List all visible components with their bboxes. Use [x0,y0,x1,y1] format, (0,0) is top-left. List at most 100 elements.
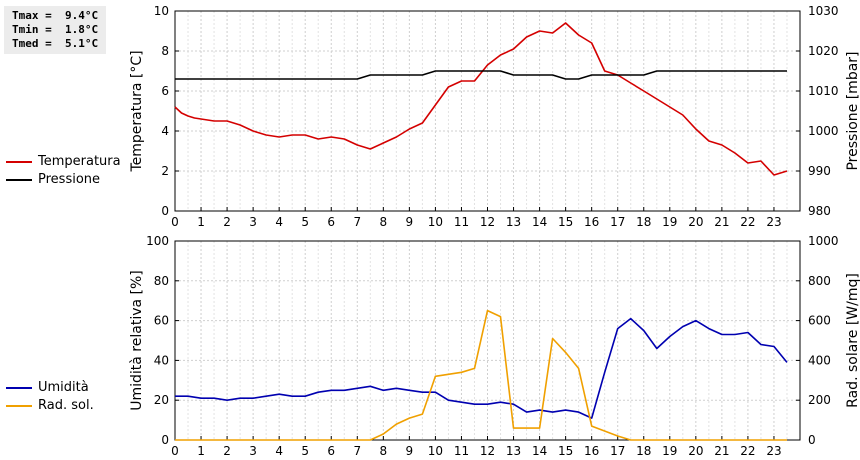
top-x-tick-label: 2 [223,215,231,229]
series-line-temperatura [174,22,788,176]
bottom-x-tick-label: 16 [584,444,599,458]
stat-tmax: Tmax = 9.4°C [12,9,99,22]
bottom-x-tick-label: 14 [532,444,547,458]
bottom-y2-axis-title: Rad. solare [W/mq] [845,273,860,408]
legend-swatch-umidita [6,386,32,389]
bottom-x-tick-label: 9 [406,444,414,458]
bottom-y2-tick-label: 800 [808,274,831,288]
bottom-y-tick-label: 20 [154,393,169,407]
top-y-tick-label: 0 [161,204,169,218]
bottom-y-axis-title: Umidità relativa [%] [129,270,145,411]
bottom-x-tick-label: 23 [766,444,781,458]
top-x-tick-label: 0 [171,215,179,229]
bottom-x-tick-label: 12 [480,444,495,458]
series-line-umidit [175,317,788,419]
bottom-x-tick-label: 0 [171,444,179,458]
top-y2-tick-label: 1030 [808,4,839,18]
top-x-tick-label: 16 [584,215,599,229]
bottom-y2-tick-label: 1000 [808,234,839,248]
top-x-tick-label: 3 [249,215,257,229]
bottom-x-tick-label: 22 [740,444,755,458]
top-x-tick-label: 10 [428,215,443,229]
bottom-x-tick-label: 13 [506,444,521,458]
top-x-tick-label: 8 [380,215,388,229]
bottom-y-tick-label: 60 [154,314,169,328]
bottom-x-tick-label: 7 [353,444,361,458]
legend-label-temperatura: Temperatura [38,154,121,169]
top-y2-tick-label: 1000 [808,124,839,138]
bottom-x-tick-label: 4 [275,444,283,458]
legend-item-temperatura: Temperatura [6,153,121,171]
top-y-tick-label: 6 [161,84,169,98]
legend-swatch-radsol [6,404,32,407]
bottom-x-tick-label: 18 [636,444,651,458]
top-x-tick-label: 21 [714,215,729,229]
top-x-tick-label: 22 [740,215,755,229]
top-chart: 0 1 2 3 4 5 6 7 8 9 10 11 12 13 14 15 16 17 18 19 20 21 22 2302… [129,4,860,229]
legend-label-umidita: Umidità [38,380,89,395]
top-x-tick-label: 12 [480,215,495,229]
bottom-x-tick-label: 6 [327,444,335,458]
bottom-x-tick-label: 8 [380,444,388,458]
bottom-x-tick-label: 15 [558,444,573,458]
top-x-tick-label: 11 [454,215,469,229]
bottom-chart: 0 1 2 3 4 5 6 7 8 9 10 11 12 13 14 15 16 17 18 19 20 21 22 2302… [129,234,860,458]
top-y2-axis-title: Pressione [mbar] [845,51,860,170]
stats-box: Tmax = 9.4°C Tmin = 1.8°C Tmed = 5.1°C [4,6,106,54]
bottom-x-tick-label: 19 [662,444,677,458]
top-x-tick-label: 13 [506,215,521,229]
bottom-y-tick-label: 40 [154,353,169,367]
bottom-y2-tick-label: 0 [808,433,816,447]
legend-top: Temperatura Pressione [6,153,121,189]
top-x-tick-label: 23 [766,215,781,229]
legend-label-pressione: Pressione [38,172,101,187]
stat-tmin: Tmin = 1.8°C [12,23,99,36]
series-line-rad-sol [175,309,787,441]
bottom-y-tick-label: 0 [161,433,169,447]
top-y-axis-title: Temperatura [°C] [129,50,145,172]
top-x-tick-label: 4 [275,215,283,229]
bottom-x-tick-label: 2 [223,444,231,458]
top-x-tick-label: 9 [406,215,414,229]
top-y-tick-label: 2 [161,164,169,178]
bottom-x-tick-label: 21 [714,444,729,458]
legend-swatch-temperatura [6,160,32,163]
legend-bottom: Umidità Rad. sol. [6,379,94,415]
legend-item-radsol: Rad. sol. [6,397,94,415]
legend-swatch-pressione [6,178,32,181]
bottom-x-tick-label: 10 [428,444,443,458]
top-x-tick-label: 19 [662,215,677,229]
top-y2-tick-label: 980 [808,204,831,218]
bottom-y2-tick-label: 200 [808,393,831,407]
top-x-tick-label: 14 [532,215,547,229]
legend-label-radsol: Rad. sol. [38,398,94,413]
bottom-x-tick-label: 17 [610,444,625,458]
bottom-y-tick-label: 100 [146,234,169,248]
bottom-x-tick-label: 3 [249,444,257,458]
top-y-tick-label: 10 [154,4,169,18]
bottom-x-tick-label: 20 [688,444,703,458]
bottom-x-tick-label: 1 [197,444,205,458]
top-y-tick-label: 4 [161,124,169,138]
bottom-y2-tick-label: 400 [808,353,831,367]
top-y2-tick-label: 990 [808,164,831,178]
series-line-pressione [175,70,787,80]
top-x-tick-label: 5 [301,215,309,229]
top-x-tick-label: 7 [353,215,361,229]
legend-item-pressione: Pressione [6,171,121,189]
top-y2-tick-label: 1010 [808,84,839,98]
bottom-y-tick-label: 80 [154,274,169,288]
bottom-x-tick-label: 11 [454,444,469,458]
top-x-tick-label: 18 [636,215,651,229]
top-y-tick-label: 8 [161,44,169,58]
top-x-tick-label: 20 [688,215,703,229]
top-y2-tick-label: 1020 [808,44,839,58]
bottom-y2-tick-label: 600 [808,314,831,328]
top-x-tick-label: 15 [558,215,573,229]
top-x-tick-label: 17 [610,215,625,229]
top-x-tick-label: 6 [327,215,335,229]
top-x-tick-label: 1 [197,215,205,229]
stat-tmed: Tmed = 5.1°C [12,37,99,50]
legend-item-umidita: Umidità [6,379,94,397]
